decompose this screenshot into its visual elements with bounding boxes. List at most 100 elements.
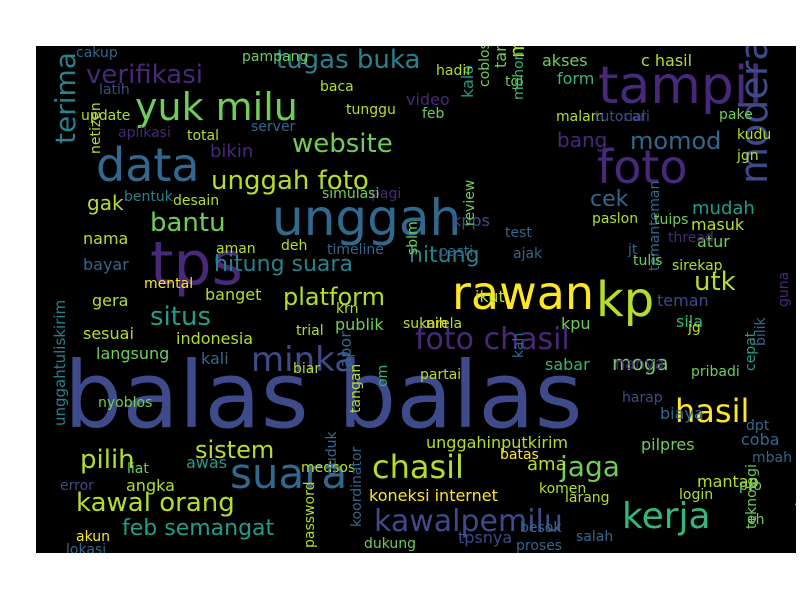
word: cek: [590, 187, 629, 212]
word: total: [187, 128, 220, 144]
word: feb: [422, 106, 445, 122]
word: tanda: [491, 46, 510, 68]
word: mental: [144, 276, 194, 292]
word: coba: [741, 430, 780, 449]
word: teman: [657, 291, 709, 310]
word: biar: [293, 361, 321, 377]
word: bantu: [150, 208, 226, 238]
word: publik: [335, 315, 384, 334]
word: dpt: [746, 418, 770, 434]
word: ama: [527, 454, 567, 475]
word: aman: [216, 241, 256, 257]
word: komen: [539, 481, 587, 497]
word: kawalpemilu: [374, 504, 563, 539]
word: foto chasil: [415, 322, 570, 357]
word: nyoblos: [98, 395, 153, 411]
word: bayar: [83, 255, 129, 274]
word: kali: [201, 349, 229, 368]
word: sabar: [545, 355, 590, 374]
word: thread: [668, 230, 714, 246]
word: kudu: [737, 127, 772, 143]
word: mantap: [697, 472, 759, 491]
word: awas: [186, 453, 228, 472]
word: pagi: [371, 186, 402, 202]
word: koordinator: [349, 446, 365, 527]
word: hasil: [675, 392, 750, 430]
word: mohon: [511, 51, 527, 100]
word: akun: [76, 529, 111, 545]
word: ikut: [475, 287, 505, 306]
word: unggahtuliskirim: [51, 299, 69, 426]
word: jt: [628, 242, 638, 258]
word-cloud: balas balas unggah rawan kp tampil tps data fot…: [36, 46, 796, 553]
word: suara: [230, 449, 348, 498]
word: gera: [92, 291, 129, 310]
word: baca: [320, 79, 354, 95]
word: cakup: [76, 46, 118, 61]
word: update: [81, 108, 131, 124]
word: pilpres: [641, 435, 695, 454]
word: platform: [283, 283, 385, 311]
word: website: [292, 129, 393, 159]
word: c hasil: [641, 51, 693, 70]
word: cari: [624, 109, 650, 125]
word: medsos: [301, 460, 356, 476]
word: salah: [576, 529, 614, 545]
word: moga: [612, 351, 669, 375]
word: aplikasi: [118, 125, 171, 141]
word: tutorial: [595, 109, 646, 125]
word: nanya: [615, 354, 665, 373]
word: deh: [281, 238, 308, 254]
word: situs: [150, 302, 211, 332]
word: sesuai: [83, 324, 134, 343]
word: masuk: [691, 215, 745, 234]
word: tunggu: [346, 102, 396, 118]
word: latih: [99, 82, 130, 98]
word: larang: [565, 490, 610, 506]
word: banget: [205, 285, 262, 304]
word: login: [679, 487, 714, 503]
word: besok: [520, 520, 562, 536]
word: mudah: [692, 198, 755, 219]
word: sistem: [195, 436, 275, 464]
word: pampang: [242, 49, 309, 65]
word: kah: [511, 332, 527, 358]
word: yuk milu: [135, 85, 298, 129]
word: tps: [150, 229, 243, 299]
word: biaya: [660, 404, 704, 423]
word: tpsnya: [458, 528, 513, 547]
word: liat: [127, 461, 149, 477]
word: momod: [630, 127, 722, 155]
word: om: [375, 364, 391, 387]
word: desain: [173, 193, 220, 209]
word: balas balas: [64, 342, 583, 449]
word: tgl: [505, 74, 524, 90]
word: atur: [697, 232, 730, 251]
word: pribadi: [691, 364, 740, 380]
word: verifikasi: [86, 60, 203, 90]
word: angka: [126, 476, 175, 495]
word: bentuk: [124, 189, 173, 205]
word: nih: [426, 316, 448, 332]
word: sukarela: [403, 316, 463, 332]
word: unggahinputkirim: [426, 433, 569, 452]
word: tampil: [598, 56, 763, 116]
word: akses: [542, 51, 588, 70]
word: bikin: [210, 141, 254, 162]
word: kpu: [561, 314, 591, 333]
word: pasti: [439, 244, 474, 260]
word: mbah: [752, 450, 792, 466]
word: indonesia: [176, 329, 254, 348]
word: timeline: [327, 242, 384, 258]
word: kpps: [452, 211, 490, 230]
word: sblm: [405, 221, 421, 255]
word: nama: [83, 229, 129, 248]
word: bang: [557, 128, 608, 152]
word: hitung: [409, 243, 480, 268]
word: pro: [739, 478, 762, 494]
word: form: [557, 69, 595, 88]
word: hadir: [436, 63, 472, 79]
word: paslon: [592, 211, 639, 227]
word: gak: [87, 191, 124, 215]
word: lokasi: [66, 542, 107, 553]
